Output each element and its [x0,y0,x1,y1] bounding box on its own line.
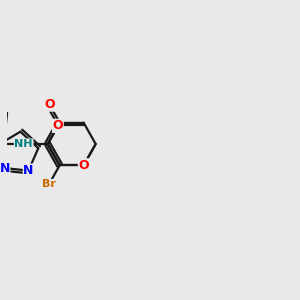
Text: N: N [23,164,34,177]
Text: O: O [78,159,89,172]
Text: Br: Br [42,179,56,190]
Text: O: O [44,98,55,111]
Text: NH: NH [14,139,33,149]
Text: O: O [52,119,63,132]
Text: N: N [0,162,10,175]
